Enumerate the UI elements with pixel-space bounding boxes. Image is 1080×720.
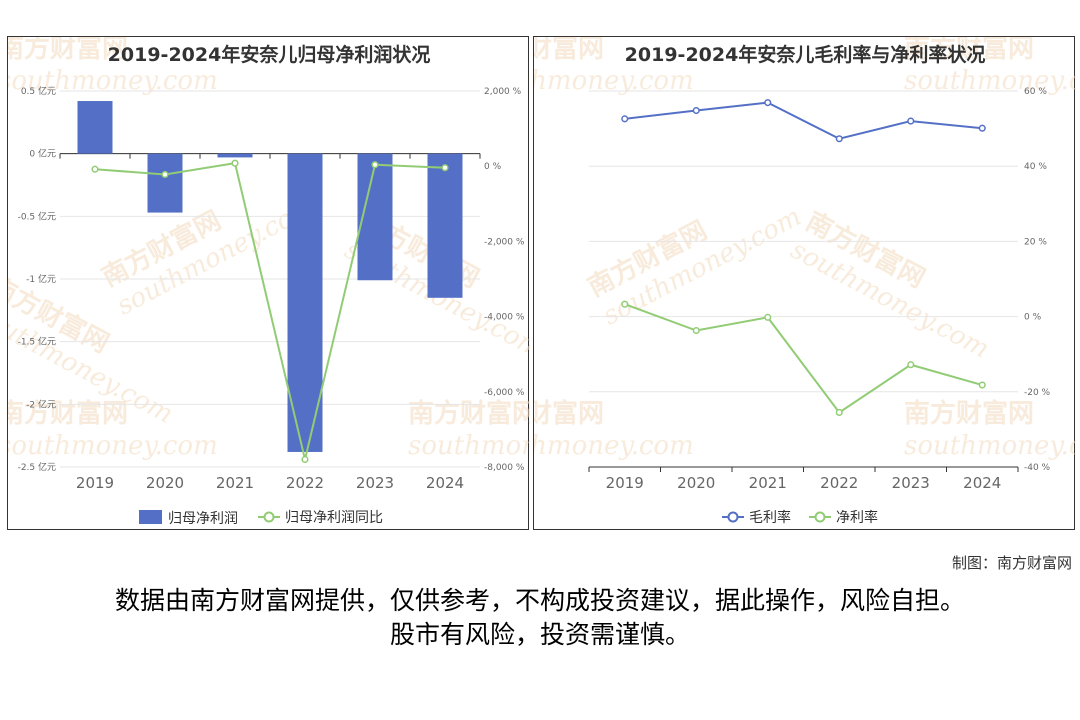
watermark-cn: 南方财富网 xyxy=(904,398,1034,429)
watermark-cn: 南方财富网 xyxy=(534,398,604,429)
x-tick-label: 2023 xyxy=(356,474,394,492)
right-axis-tick-label: -8,000 % xyxy=(484,463,525,473)
disclaimer-line-2: 股市有风险，投资需谨慎。 xyxy=(389,620,690,649)
net-profit-chart: 南方财富网southmoney.com南方财富网southmoney.com南方… xyxy=(8,37,530,527)
left-axis-tick-label: 0.5 亿元 xyxy=(21,85,56,97)
yoy-point-2022 xyxy=(301,455,309,464)
gross-margin-point-2020 xyxy=(692,107,700,115)
right-axis-tick-label: 60 % xyxy=(1024,87,1047,97)
right-axis-tick-label: 40 % xyxy=(1024,162,1047,172)
yoy-point-2024 xyxy=(441,164,449,172)
watermark-cn: 南方财富网 xyxy=(8,398,128,429)
x-tick-label: 2022 xyxy=(820,474,858,492)
x-tick-label: 2021 xyxy=(216,474,254,492)
yoy-line xyxy=(94,162,446,460)
legend-net-margin-label: 净利率 xyxy=(836,509,878,526)
right-axis-tick-label: -6,000 % xyxy=(484,388,525,398)
right-axis-tick-label: 20 % xyxy=(1024,237,1047,247)
left-axis-tick-label: 0 亿元 xyxy=(29,148,56,160)
watermark-cn: 南方财富网 xyxy=(8,37,128,64)
left-axis-tick-label: -2.5 亿元 xyxy=(18,461,56,473)
disclaimer-line-1: 数据由南方财富网提供，仅供参考，不构成投资建议，据此操作，风险自担。 xyxy=(114,586,965,615)
chart-panel-margins: 南方财富网southmoney.com南方财富网southmoney.com南方… xyxy=(533,36,1076,530)
chart-title: 2019-2024年安奈儿归母净利润状况 xyxy=(108,43,431,66)
margin-chart: 南方财富网southmoney.com南方财富网southmoney.com南方… xyxy=(534,37,1076,526)
legend-net-margin-swatch-marker xyxy=(814,511,826,523)
left-axis-tick-label: -1.5 亿元 xyxy=(18,336,56,348)
bar-2019 xyxy=(77,101,113,154)
x-tick-label: 2019 xyxy=(76,474,114,492)
left-axis-tick-label: -2 亿元 xyxy=(26,398,56,410)
watermark-cn: 南方财富网 xyxy=(408,398,530,429)
net-margin-point-2024 xyxy=(978,381,986,389)
right-axis-tick-label: -20 % xyxy=(1024,388,1051,398)
x-tick-label: 2021 xyxy=(749,474,787,492)
x-tick-label: 2022 xyxy=(286,474,324,492)
watermark-en: southmoney.com xyxy=(408,431,530,461)
legend-bar-label: 归母净利润 xyxy=(168,510,238,527)
gross-margin-point-2024 xyxy=(978,124,986,132)
x-tick-label: 2024 xyxy=(963,474,1001,492)
right-axis-tick-label: -40 % xyxy=(1024,463,1051,473)
watermark-cn: 南方财富网 xyxy=(534,37,604,64)
legend-yoy-swatch-marker xyxy=(263,511,275,523)
legend-bar-swatch xyxy=(139,510,162,524)
gross-margin-point-2019 xyxy=(621,115,629,123)
right-axis-tick-label: 2,000 % xyxy=(484,87,522,97)
x-tick-label: 2023 xyxy=(892,474,930,492)
x-tick-label: 2024 xyxy=(426,474,464,492)
x-tick-label: 2020 xyxy=(677,474,715,492)
bar-2022 xyxy=(287,153,323,452)
watermark-cn: 南方财富网 xyxy=(904,37,1034,64)
series-line-net-margin xyxy=(624,303,983,414)
net-margin-point-2019 xyxy=(621,300,629,308)
right-axis-tick-label: -4,000 % xyxy=(484,313,525,323)
yoy-point-2019 xyxy=(91,165,99,173)
right-axis-tick-label: 0 % xyxy=(484,162,502,172)
gross-margin-point-2022 xyxy=(835,135,843,143)
bar-2021 xyxy=(217,153,253,158)
yoy-point-2023 xyxy=(371,161,379,169)
legend-yoy-label: 归母净利润同比 xyxy=(285,509,383,526)
legend-gross-margin-swatch-marker xyxy=(727,511,739,523)
yoy-point-2020 xyxy=(161,170,169,179)
net-margin-point-2023 xyxy=(907,361,915,369)
left-axis-tick-label: -1 亿元 xyxy=(26,273,56,285)
watermark-en: southmoney.com xyxy=(904,431,1076,461)
right-axis-tick-label: -2,000 % xyxy=(484,237,525,247)
chart-panel-net-profit: 南方财富网 southmoney.com 南方财富网 southmoney.com 南方… xyxy=(7,36,530,530)
right-axis-tick-label: 0 % xyxy=(1024,313,1042,323)
x-tick-label: 2020 xyxy=(146,474,184,492)
net-margin-point-2022 xyxy=(835,408,843,417)
legend-gross-margin-label: 毛利率 xyxy=(749,509,791,526)
left-axis-tick-label: -0.5 亿元 xyxy=(18,210,56,222)
yoy-point-2021 xyxy=(231,159,239,167)
watermark-en: southmoney.com xyxy=(534,431,694,461)
net-margin-point-2020 xyxy=(692,326,700,335)
chart-title: 2019-2024年安奈儿毛利率与净利率状况 xyxy=(625,43,986,66)
gross-margin-point-2023 xyxy=(907,117,915,125)
series-line-gross-margin xyxy=(624,101,983,140)
x-tick-label: 2019 xyxy=(606,474,644,492)
net-margin-point-2021 xyxy=(764,313,772,321)
gross-margin-point-2021 xyxy=(764,99,772,107)
bar-2024 xyxy=(427,153,463,298)
watermark-en: southmoney.com xyxy=(8,431,218,461)
bar-2020 xyxy=(147,153,183,213)
chart-credit: 制图：南方财富网 xyxy=(951,554,1072,572)
